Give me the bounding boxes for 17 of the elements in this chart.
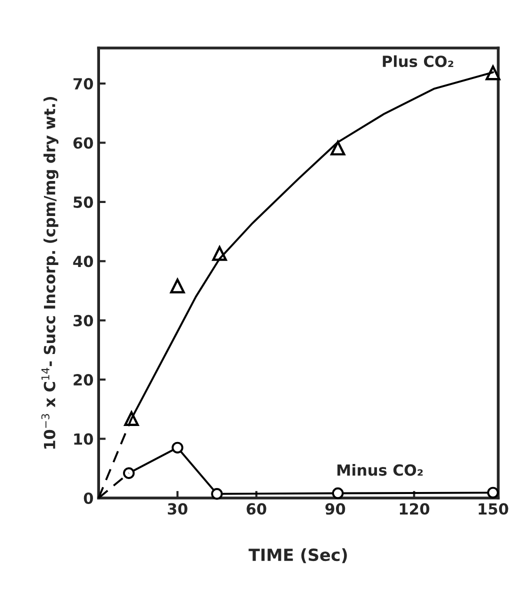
x-tick-label: 150 — [478, 503, 508, 515]
series-label: Minus CO₂ — [337, 464, 423, 476]
y-tick-label: 50 — [74, 196, 94, 208]
x-tick-label: 30 — [168, 503, 188, 515]
y-tick-label: 40 — [73, 256, 94, 268]
y-tick-label: 20 — [74, 374, 94, 386]
y-tick-label: 10 — [74, 433, 94, 445]
x-tick-label: 120 — [400, 503, 430, 515]
x-tick-label: 60 — [246, 503, 266, 515]
y-tick-label: 30 — [74, 314, 94, 326]
y-axis-title: 10$^{−3}$ x C$^{14}$- Succ Incorp. (cpm/mg dry wt.) — [41, 96, 58, 449]
y-tick-label: 60 — [73, 137, 94, 149]
x-axis-title: TIME (Sec) — [248, 548, 347, 564]
y-tick-label: 0 — [84, 492, 94, 504]
text: Plus CO₂ — [382, 55, 454, 68]
x-tick-label: 90 — [325, 503, 346, 515]
y-tick-label: 70 — [74, 78, 94, 90]
